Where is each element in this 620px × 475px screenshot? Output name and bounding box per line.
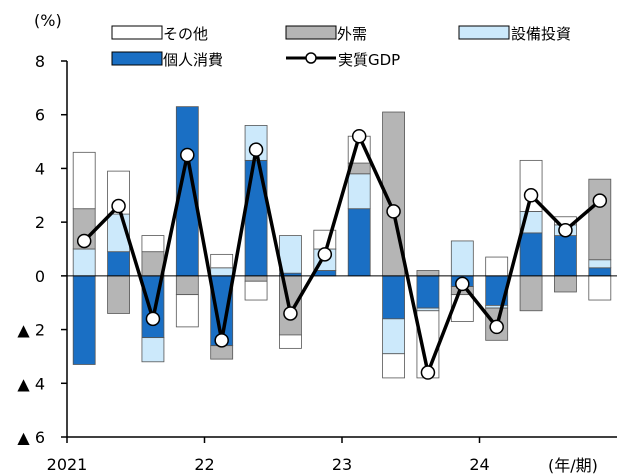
y-ticks: ▲ 6 ▲ 4 ▲ 2 0 2 4 6 8 xyxy=(17,52,67,447)
x-tick-label: 23 xyxy=(332,455,352,474)
bar-other xyxy=(210,253,234,269)
legend-label-capex: 設備投資 xyxy=(511,25,571,43)
gdp-point xyxy=(214,333,229,348)
bar-capex xyxy=(210,267,234,277)
y-tick-label: 8 xyxy=(35,52,45,71)
gdp-point xyxy=(523,188,539,203)
bar-consumption xyxy=(588,267,612,277)
bar-external xyxy=(210,345,234,360)
gdp-point xyxy=(76,233,92,249)
bar-external xyxy=(244,275,268,282)
legend: その他 外需 設備投資 個人消費 実質GDP xyxy=(111,25,571,69)
bar-external xyxy=(107,275,130,314)
bar-consumption xyxy=(519,232,543,277)
x-tick-label: 24 xyxy=(469,455,489,474)
bar-capex xyxy=(347,173,371,210)
y-tick-label: 2 xyxy=(35,213,45,232)
gdp-point xyxy=(248,142,264,157)
bar-consumption xyxy=(347,208,371,277)
legend-item-other: その他 xyxy=(111,25,208,43)
bar-capex xyxy=(416,307,440,312)
bar-external xyxy=(175,275,199,296)
y-tick-label: ▲ 6 xyxy=(17,428,45,447)
bar-capex xyxy=(141,337,165,363)
gdp-point xyxy=(489,319,504,335)
legend-label-consumption: 個人消費 xyxy=(163,51,223,69)
bar-external xyxy=(588,178,612,261)
bar-capex xyxy=(72,248,96,277)
gdp-point xyxy=(592,193,608,208)
bar-consumption xyxy=(72,275,96,365)
gdp-line xyxy=(82,134,601,375)
bar-external xyxy=(416,270,440,277)
legend-swatch-external xyxy=(285,25,337,40)
bar-other xyxy=(382,353,405,379)
gdp-point xyxy=(455,276,470,292)
legend-label-external: 外需 xyxy=(337,25,367,43)
bar-other xyxy=(485,256,509,277)
bar-capex xyxy=(588,259,612,269)
y-tick-label: ▲ 4 xyxy=(17,374,45,393)
legend-swatch-capex xyxy=(458,25,510,40)
bar-external xyxy=(141,251,165,277)
y-axis-label: (%) xyxy=(34,11,62,30)
legend-swatch-other xyxy=(111,25,163,40)
legend-item-external: 外需 xyxy=(285,25,367,43)
y-tick-label: ▲ 2 xyxy=(17,321,45,340)
x-tick-label: 2021 xyxy=(47,455,88,474)
gdp-point xyxy=(351,128,367,144)
bar-other xyxy=(279,334,302,349)
bar-consumption xyxy=(107,251,130,277)
gdp-point xyxy=(145,311,161,327)
y-tick-label: 6 xyxy=(35,106,45,125)
x-ticks: 2021 22 23 24 xyxy=(47,437,490,474)
legend-item-consumption: 個人消費 xyxy=(111,51,223,69)
legend-label-gdp: 実質GDP xyxy=(338,51,400,69)
gdp-point xyxy=(386,204,401,219)
bar-consumption xyxy=(416,275,440,309)
gdp-point xyxy=(111,198,126,214)
bar-other xyxy=(244,280,268,301)
bar-other xyxy=(175,294,199,328)
gdp-point xyxy=(283,306,298,321)
bar-capex xyxy=(485,304,509,309)
legend-swatch-gdp-marker xyxy=(305,52,317,64)
bar-consumption xyxy=(244,159,268,277)
bar-other xyxy=(141,235,165,253)
bar-other xyxy=(72,151,96,210)
y-tick-label: 0 xyxy=(35,267,45,286)
legend-label-other: その他 xyxy=(163,25,208,43)
bar-consumption xyxy=(554,235,577,277)
legend-swatch-consumption xyxy=(111,51,163,66)
bar-consumption xyxy=(382,275,405,320)
x-axis-label: (年/期) xyxy=(548,456,598,475)
bar-other xyxy=(588,275,612,301)
bar-consumption xyxy=(313,270,337,277)
bar-capex xyxy=(279,235,302,274)
bars-layer xyxy=(72,106,612,379)
gdp-point xyxy=(420,365,436,380)
bar-capex xyxy=(382,318,405,355)
gdp-point xyxy=(558,222,573,238)
gdp-point xyxy=(317,247,333,262)
x-tick-label: 22 xyxy=(194,455,214,474)
y-tick-label: 4 xyxy=(35,159,45,178)
legend-item-capex: 設備投資 xyxy=(458,25,571,43)
gdp-point xyxy=(180,147,195,163)
gdp-line-layer xyxy=(76,128,608,380)
bar-capex xyxy=(450,240,474,277)
legend-item-gdp: 実質GDP xyxy=(286,51,400,69)
bar-external xyxy=(554,275,577,293)
bar-external xyxy=(519,275,543,312)
